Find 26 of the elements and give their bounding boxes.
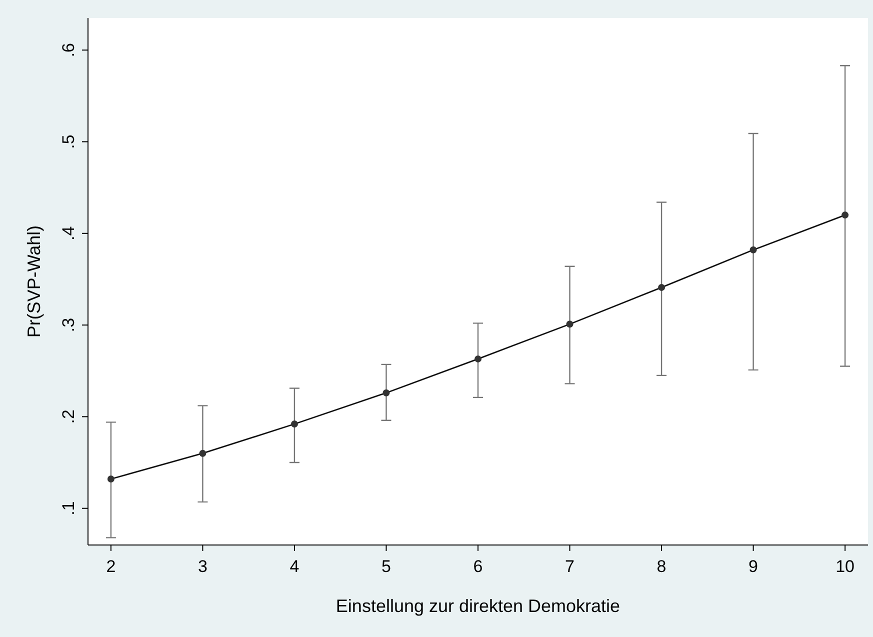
point	[566, 320, 574, 328]
point	[290, 420, 298, 428]
point	[842, 212, 849, 219]
x-tick-label: 6	[473, 557, 483, 576]
x-tick-label: 4	[290, 557, 300, 576]
x-tick-label: 5	[382, 557, 391, 576]
point	[750, 246, 757, 254]
x-tick-label: 3	[198, 557, 208, 576]
y-tick-label: .2	[59, 410, 78, 424]
y-tick-label: .4	[59, 226, 78, 240]
point	[199, 450, 206, 457]
point	[658, 284, 666, 291]
x-tick-label: 9	[748, 557, 758, 576]
x-tick-label: 7	[565, 557, 574, 576]
point	[107, 476, 114, 483]
y-tick-label: .5	[59, 134, 78, 149]
point	[382, 389, 390, 396]
y-axis-title: Pr(SVP-Wahl)	[24, 225, 44, 338]
x-tick-label: 2	[106, 557, 116, 576]
x-tick-label: 10	[836, 557, 855, 576]
x-axis-title: Einstellung zur direkten Demokratie	[336, 596, 620, 616]
y-tick-label: .1	[59, 501, 78, 516]
x-tick-label: 8	[656, 557, 666, 576]
point	[474, 355, 482, 362]
y-tick-label: .3	[59, 318, 78, 332]
y-tick-label: .6	[59, 42, 78, 58]
